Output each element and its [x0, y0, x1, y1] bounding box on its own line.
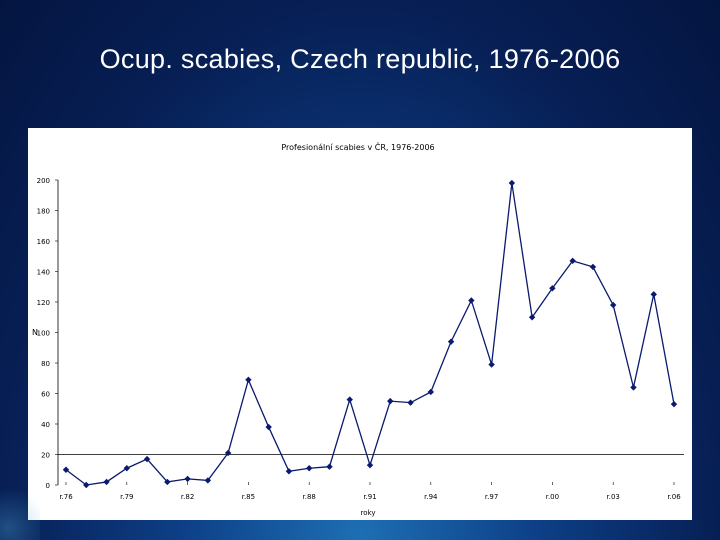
- x-tick-label: r.88: [303, 493, 316, 501]
- data-point: [62, 466, 70, 473]
- data-point: [366, 461, 374, 469]
- x-tick-label: r.82: [181, 493, 194, 501]
- data-point: [670, 400, 678, 408]
- data-point: [164, 478, 171, 486]
- data-point: [427, 388, 434, 396]
- data-point: [326, 463, 333, 470]
- x-tick-label: r.94: [424, 493, 438, 501]
- x-tick-label: r.76: [59, 493, 73, 501]
- data-point: [204, 477, 212, 484]
- data-point: [549, 285, 556, 292]
- chart-title: Profesionální scabies v ČR, 1976-2006: [281, 141, 434, 152]
- data-point: [387, 397, 394, 405]
- y-tick-label: 180: [37, 208, 50, 216]
- data-point: [265, 423, 272, 431]
- data-point: [143, 455, 151, 463]
- y-tick-label: 120: [37, 299, 50, 307]
- x-tick-label: r.79: [120, 493, 133, 501]
- data-point: [184, 475, 191, 483]
- y-tick-label: 0: [46, 482, 50, 490]
- x-tick-label: r.97: [485, 493, 498, 501]
- x-tick-label: r.91: [363, 493, 376, 501]
- data-point: [569, 257, 576, 265]
- y-tick-label: 200: [37, 177, 50, 185]
- data-point: [589, 263, 597, 271]
- data-point: [630, 384, 637, 391]
- y-axis: 0 20 40 60 80 100 120 140 160 180 200: [37, 177, 59, 490]
- slide-title: Ocup. scabies, Czech republic, 1976-2006: [99, 44, 621, 74]
- data-point: [468, 297, 475, 304]
- data-point: [610, 301, 617, 309]
- data-point: [245, 376, 252, 383]
- y-tick-label: 40: [41, 421, 50, 429]
- data-point: [447, 338, 455, 345]
- data-point: [488, 361, 495, 368]
- background-glow: [0, 480, 40, 540]
- y-tick-label: 80: [41, 360, 50, 368]
- data-point: [224, 449, 232, 457]
- data-point: [306, 465, 313, 472]
- x-tick-label: r.00: [546, 493, 559, 501]
- y-tick-label: 140: [37, 269, 50, 277]
- series-line: [65, 182, 675, 486]
- x-axis-label: roky: [361, 509, 376, 517]
- x-axis: r.76 r.79 r.82 r.85 r.88 r.91 r.94 r.97 r.00 r.03…: [59, 482, 681, 501]
- y-tick-label: 60: [41, 391, 50, 399]
- data-point: [508, 179, 516, 187]
- data-point: [407, 399, 414, 406]
- y-tick-label: 20: [41, 452, 50, 460]
- series-group: [62, 179, 678, 489]
- data-point: [83, 481, 90, 489]
- y-axis-label: N: [32, 328, 38, 337]
- y-tick-label: 100: [37, 330, 50, 338]
- x-tick-label: r.03: [607, 493, 620, 501]
- x-tick-label: r.85: [242, 493, 255, 501]
- data-point: [103, 478, 110, 486]
- data-point: [650, 291, 657, 298]
- data-point: [285, 468, 293, 475]
- y-tick-label: 160: [37, 238, 50, 246]
- chart-panel: Profesionální scabies v ČR, 1976-2006 0 2…: [28, 128, 692, 520]
- data-point: [346, 396, 353, 403]
- line-chart: Profesionální scabies v ČR, 1976-2006 0 2…: [32, 141, 684, 517]
- x-tick-label: r.06: [667, 493, 681, 501]
- data-point: [123, 465, 130, 472]
